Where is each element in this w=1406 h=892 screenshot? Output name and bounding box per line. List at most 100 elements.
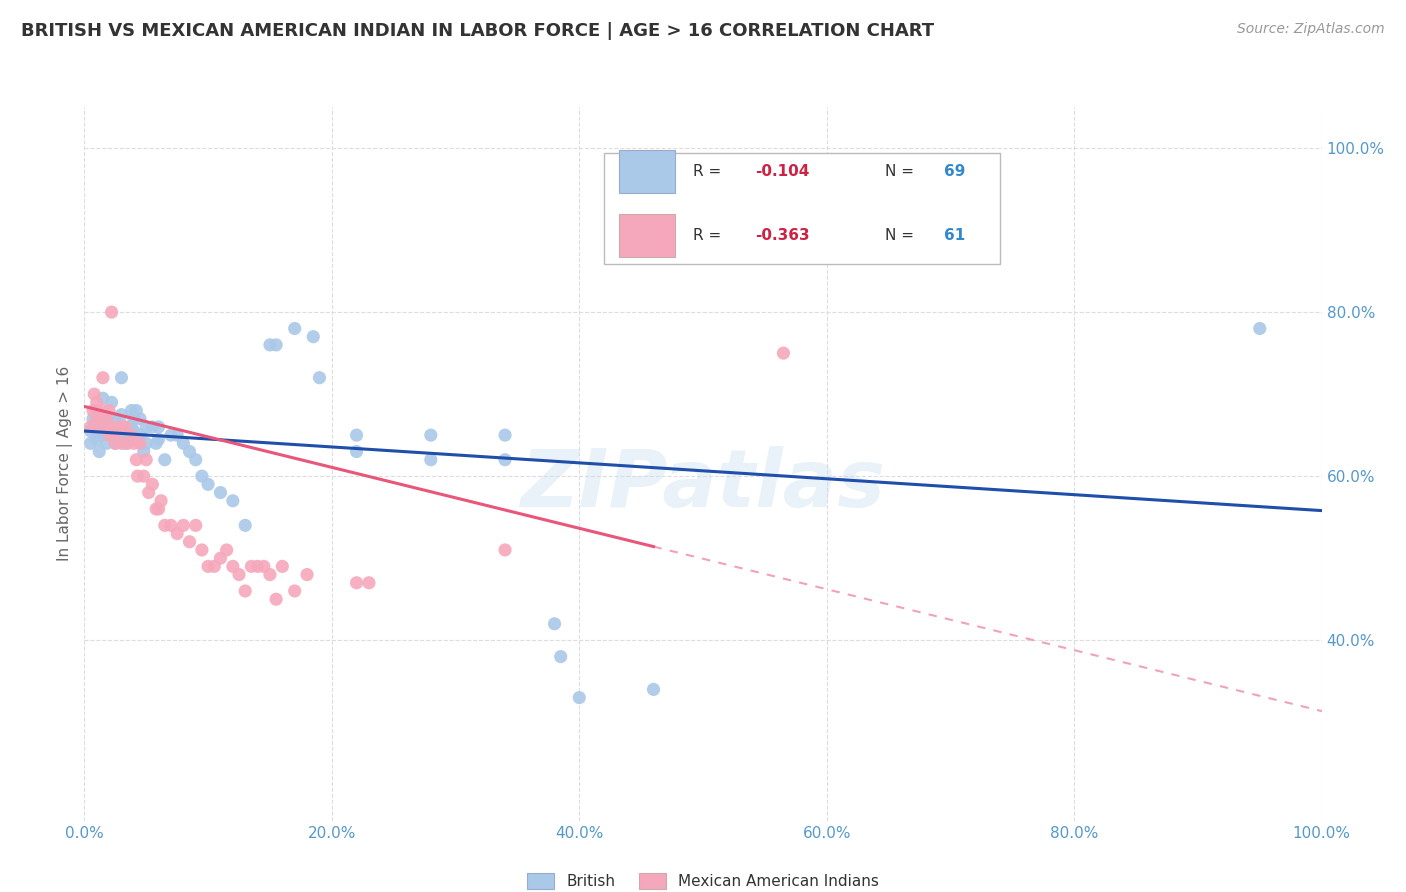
Point <box>79 436 101 450</box>
Point <box>346 575 368 590</box>
Text: ZIPatlas: ZIPatlas <box>520 446 886 524</box>
Point <box>91 370 114 384</box>
Point <box>643 682 665 697</box>
Point <box>79 424 101 438</box>
Point <box>148 502 170 516</box>
Point <box>112 420 135 434</box>
Point <box>166 526 188 541</box>
Point <box>233 518 256 533</box>
Point <box>108 420 131 434</box>
Point <box>110 420 132 434</box>
FancyBboxPatch shape <box>605 153 1000 264</box>
Point <box>197 559 219 574</box>
Point <box>91 420 114 434</box>
Point <box>284 321 307 335</box>
Point <box>96 420 118 434</box>
Point <box>150 493 173 508</box>
Point <box>153 452 176 467</box>
Point <box>122 411 145 425</box>
Point <box>100 420 122 434</box>
Point <box>86 411 108 425</box>
Point <box>82 411 104 425</box>
Point <box>209 551 232 566</box>
Point <box>114 420 136 434</box>
Point <box>83 420 105 434</box>
Point <box>89 411 111 425</box>
Point <box>184 518 207 533</box>
Point <box>145 436 167 450</box>
Point <box>215 543 238 558</box>
Point <box>125 403 148 417</box>
Point <box>104 428 127 442</box>
Point <box>89 420 111 434</box>
Point <box>222 493 245 508</box>
Point <box>419 452 441 467</box>
Point <box>96 420 118 434</box>
Point <box>148 432 170 446</box>
Point <box>125 452 148 467</box>
Point <box>202 559 225 574</box>
Point <box>246 559 269 574</box>
Point <box>129 411 152 425</box>
Point <box>772 346 794 360</box>
Point <box>114 436 136 450</box>
Point <box>179 444 201 458</box>
Point <box>110 408 132 422</box>
Point <box>108 420 131 434</box>
Point <box>96 436 118 450</box>
Point <box>135 452 157 467</box>
Point <box>228 567 250 582</box>
Text: 69: 69 <box>945 164 966 178</box>
Point <box>120 428 142 442</box>
Point <box>89 444 111 458</box>
Point <box>86 432 108 446</box>
Point <box>110 370 132 384</box>
Point <box>346 444 368 458</box>
Point <box>184 452 207 467</box>
Point <box>153 518 176 533</box>
Point <box>295 567 318 582</box>
Point <box>160 518 183 533</box>
Point <box>127 432 149 446</box>
Point <box>233 584 256 599</box>
Point <box>191 543 214 558</box>
Point <box>96 411 118 425</box>
Point <box>98 411 121 425</box>
Point <box>122 436 145 450</box>
Point <box>253 559 276 574</box>
Point <box>494 428 516 442</box>
Point <box>172 436 194 450</box>
Point <box>357 575 380 590</box>
Point <box>550 649 572 664</box>
Point <box>240 559 263 574</box>
Point <box>120 420 142 434</box>
Point <box>259 338 281 352</box>
Point <box>104 411 127 425</box>
Point <box>135 420 157 434</box>
Point <box>100 305 122 319</box>
Point <box>346 428 368 442</box>
Point <box>138 485 160 500</box>
Point <box>100 395 122 409</box>
Point <box>110 428 132 442</box>
Point <box>160 428 183 442</box>
Point <box>117 428 139 442</box>
Text: 61: 61 <box>945 228 966 243</box>
Point <box>141 420 163 434</box>
Point <box>172 518 194 533</box>
Point <box>117 436 139 450</box>
Point <box>209 485 232 500</box>
Point <box>259 567 281 582</box>
Point <box>284 584 307 599</box>
Point <box>91 428 114 442</box>
Point <box>83 387 105 401</box>
Text: R =: R = <box>693 228 727 243</box>
Point <box>129 436 152 450</box>
Point <box>122 424 145 438</box>
Point <box>100 420 122 434</box>
Point <box>494 452 516 467</box>
Point <box>89 420 111 434</box>
Point <box>91 391 114 405</box>
Point <box>104 436 127 450</box>
Point <box>127 469 149 483</box>
